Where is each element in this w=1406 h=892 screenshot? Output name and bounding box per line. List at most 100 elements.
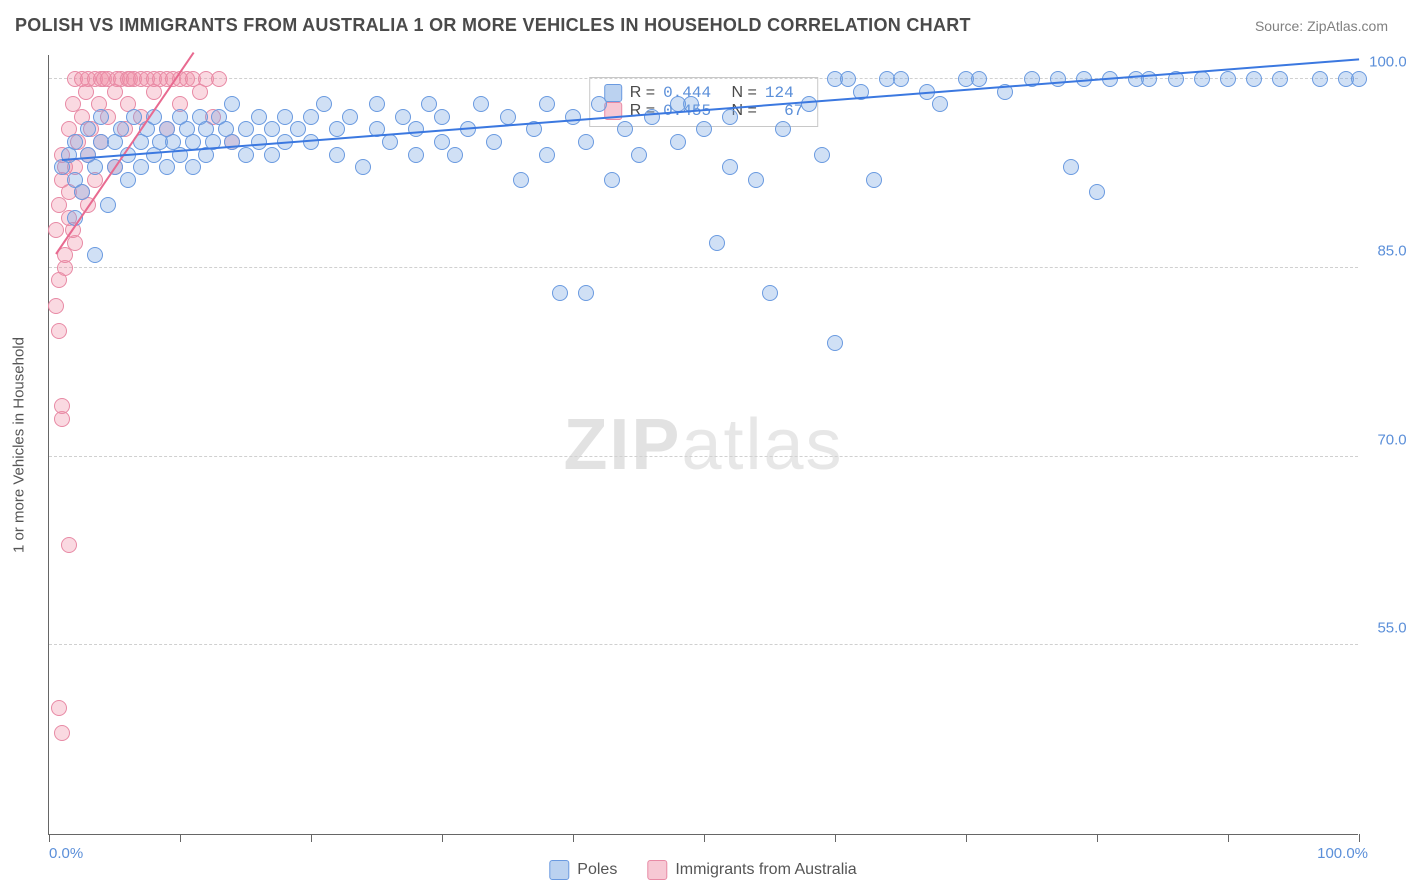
data-point [48,298,64,314]
data-point [775,121,791,137]
data-point [840,71,856,87]
data-point [722,109,738,125]
data-point [51,323,67,339]
n-value: 124 [765,84,794,102]
data-point [87,247,103,263]
data-point [264,121,280,137]
x-tick-label: 100.0% [1317,845,1368,862]
data-point [1220,71,1236,87]
data-point [604,172,620,188]
data-point [814,147,830,163]
chart-title: POLISH VS IMMIGRANTS FROM AUSTRALIA 1 OR… [15,15,971,36]
data-point [539,147,555,163]
legend-label: Immigrants from Australia [675,861,856,878]
chart-container: POLISH VS IMMIGRANTS FROM AUSTRALIA 1 OR… [0,0,1406,892]
data-point [224,96,240,112]
data-point [709,235,725,251]
watermark: ZIPatlas [563,404,843,486]
data-point [238,147,254,163]
data-point [264,147,280,163]
data-point [355,159,371,175]
data-point [1194,71,1210,87]
data-point [382,134,398,150]
x-tick [966,834,967,842]
x-tick [442,834,443,842]
data-point [500,109,516,125]
data-point [1272,71,1288,87]
data-point [100,197,116,213]
data-point [971,71,987,87]
data-point [893,71,909,87]
data-point [277,109,293,125]
watermark-bold: ZIP [563,405,681,485]
x-tick [1097,834,1098,842]
data-point [238,121,254,137]
data-point [120,172,136,188]
data-point [211,71,227,87]
x-tick [1228,834,1229,842]
grid-line [49,456,1358,457]
data-point [932,96,948,112]
data-point [133,159,149,175]
data-point [61,537,77,553]
data-point [342,109,358,125]
data-point [51,700,67,716]
data-point [126,109,142,125]
legend-item: Immigrants from Australia [647,860,856,880]
x-tick [835,834,836,842]
data-point [473,96,489,112]
data-point [722,159,738,175]
data-point [159,159,175,175]
r-label: R = [630,84,655,102]
data-point [87,159,103,175]
data-point [696,121,712,137]
grid-line [49,78,1358,79]
data-point [565,109,581,125]
data-point [866,172,882,188]
data-point [303,109,319,125]
data-point [827,335,843,351]
data-point [369,96,385,112]
data-point [1063,159,1079,175]
data-point [748,172,764,188]
data-point [48,222,64,238]
legend-swatch-pink [647,860,667,880]
data-point [51,272,67,288]
data-point [408,121,424,137]
data-point [93,109,109,125]
data-point [801,96,817,112]
x-tick [704,834,705,842]
data-point [644,109,660,125]
data-point [539,96,555,112]
legend-stats-row: R = 0.444 N = 124 [604,84,804,102]
data-point [408,147,424,163]
data-point [1089,184,1105,200]
data-point [290,121,306,137]
data-point [1050,71,1066,87]
data-point [1312,71,1328,87]
y-tick-label: 85.0% [1377,242,1406,259]
data-point [513,172,529,188]
data-point [395,109,411,125]
watermark-light: atlas [681,405,843,485]
data-point [251,134,267,150]
data-point [670,134,686,150]
data-point [185,159,201,175]
data-point [80,121,96,137]
x-tick [49,834,50,842]
data-point [578,134,594,150]
data-point [762,285,778,301]
legend-item: Poles [549,860,617,880]
y-axis-title: 1 or more Vehicles in Household [11,337,28,553]
x-tick [1359,834,1360,842]
data-point [113,121,129,137]
data-point [631,147,647,163]
data-point [617,121,633,137]
data-point [552,285,568,301]
n-label: N = [732,84,757,102]
data-point [54,398,70,414]
data-point [486,134,502,150]
data-point [316,96,332,112]
data-point [578,285,594,301]
y-tick-label: 55.0% [1377,620,1406,637]
